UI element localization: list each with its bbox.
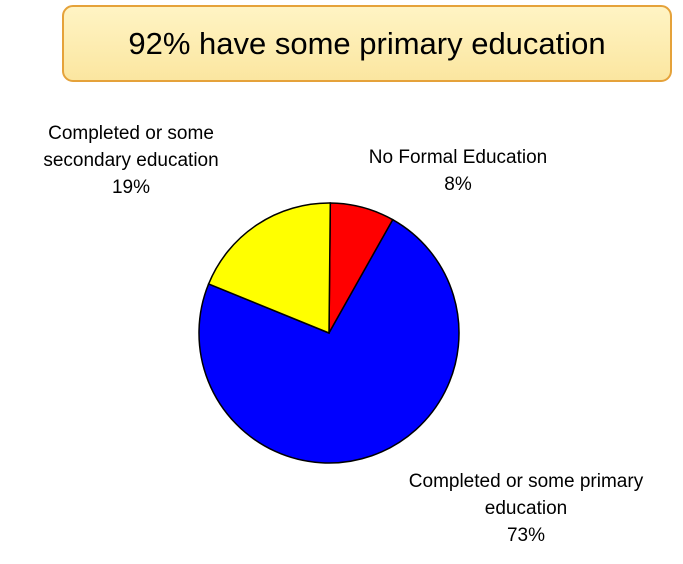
slice-label-secondary-line1: Completed or some — [48, 123, 214, 144]
slice-label-secondary-line2: secondary education — [43, 150, 219, 171]
chart-title: 92% have some primary education — [128, 25, 606, 61]
pie-slice-primary — [198, 218, 460, 464]
slice-label-secondary-value: 19% — [111, 177, 151, 198]
slice-label-primary: Completed or some primary education 73% — [373, 468, 679, 549]
slice-label-primary-line1: Completed or some primary — [408, 471, 644, 492]
slice-label-no-formal: No Formal Education 8% — [318, 144, 598, 198]
slice-label-no-formal-value: 8% — [444, 174, 472, 195]
chart-title-banner: 92% have some primary education — [62, 5, 672, 82]
slice-label-primary-value: 73% — [506, 525, 546, 546]
slice-label-primary-line2: education — [484, 498, 568, 519]
slice-label-no-formal-name: No Formal Education — [368, 147, 548, 168]
slice-label-secondary: Completed or some secondary education 19… — [0, 120, 262, 201]
pie-slice-secondary — [207, 202, 332, 335]
